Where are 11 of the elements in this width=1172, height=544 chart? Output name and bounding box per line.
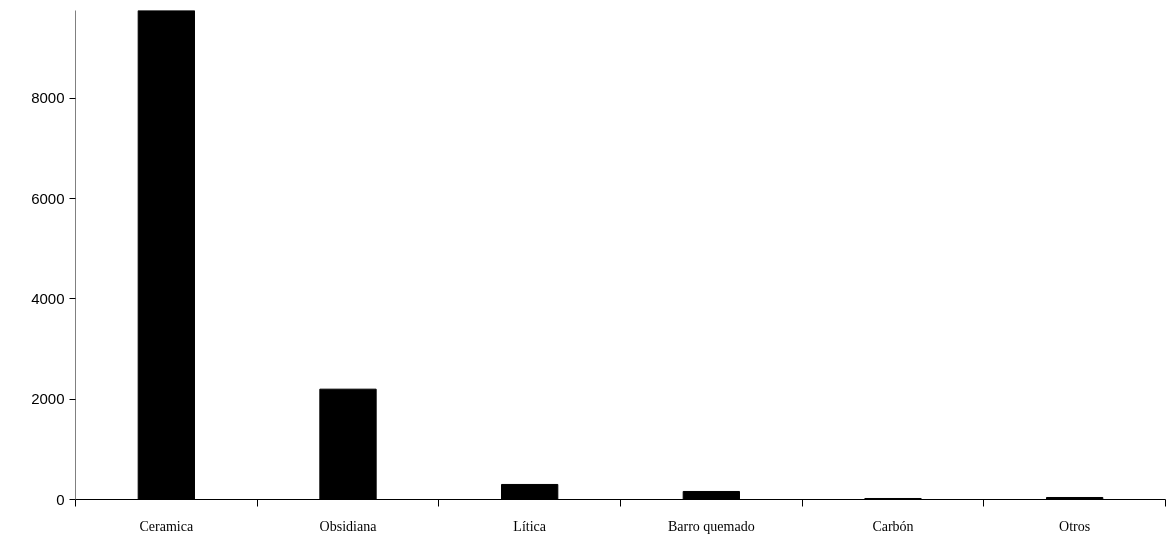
x-tick-label: Lítica: [513, 518, 547, 534]
x-tick-label: Barro quemado: [667, 518, 755, 534]
y-tick-label: 6000: [31, 189, 65, 207]
y-tick-label: 2000: [31, 390, 65, 408]
x-tick-label: Obsidiana: [319, 518, 378, 534]
y-tick-label: 0: [56, 490, 65, 508]
x-tick-label: Otros: [1059, 518, 1091, 534]
x-tick-label: Ceramica: [139, 518, 194, 534]
x-tick-label: Carbón: [872, 518, 914, 534]
y-tick-label: 4000: [31, 289, 65, 307]
y-tick-label: 8000: [31, 89, 65, 107]
